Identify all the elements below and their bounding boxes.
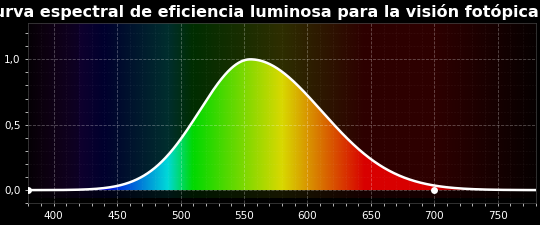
Title: Curva espectral de eficiencia luminosa para la visión fotópica V(λ): Curva espectral de eficiencia luminosa p…: [0, 4, 540, 20]
